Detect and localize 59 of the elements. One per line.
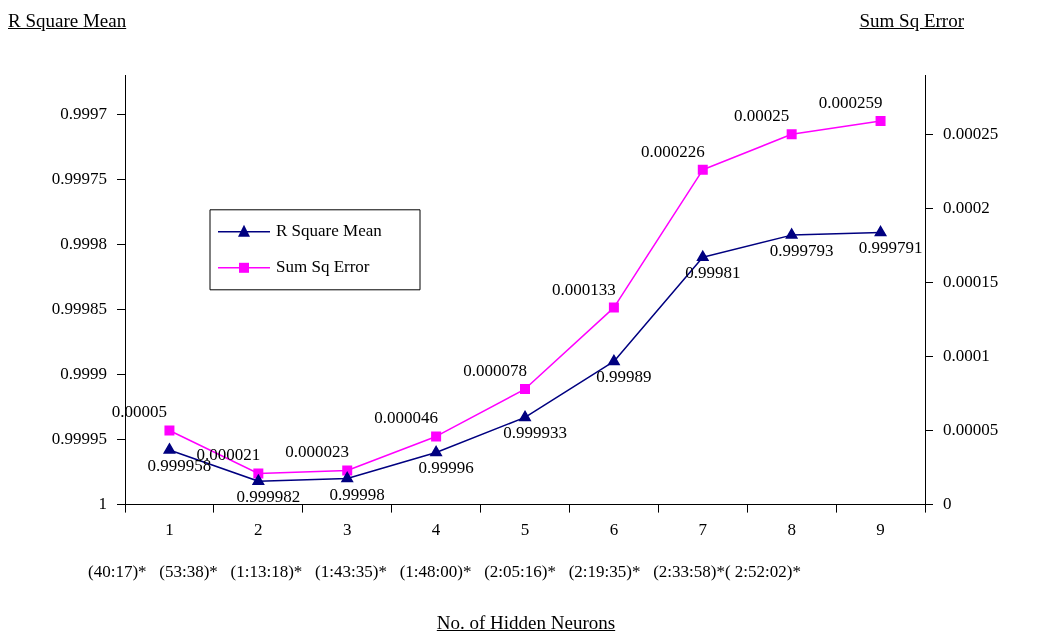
point	[252, 474, 265, 485]
x-tick-label: 6	[609, 520, 619, 540]
point	[430, 445, 443, 457]
point	[786, 129, 797, 140]
point	[164, 425, 175, 436]
point	[785, 228, 798, 239]
y2-axis-title: Sum Sq Error	[859, 10, 964, 32]
data-label: 0.000078	[463, 361, 527, 381]
x-tick-label: 1	[165, 520, 174, 540]
y2-tick-label: 0.00005	[943, 420, 999, 439]
y-tick-label: 0.99995	[51, 428, 107, 448]
y2-tick-label: 0	[943, 494, 952, 514]
point	[607, 354, 620, 366]
data-label: 0.99996	[418, 458, 474, 478]
point	[163, 443, 176, 454]
data-label: 0.999791	[858, 238, 923, 258]
data-label: 0.000133	[552, 279, 616, 299]
y-tick-label: 1	[98, 494, 107, 514]
y-tick-label: 0.9997	[60, 103, 108, 123]
point	[875, 115, 886, 126]
x-axis-title: No. of Hidden Neurons	[435, 612, 617, 634]
y2-tick-label: 0.00015	[943, 271, 999, 291]
y-tick-label: 0.9999	[60, 363, 107, 383]
data-label: 0.000226	[640, 141, 705, 161]
y2-tick-label: 0.0001	[943, 345, 990, 365]
y2-tick-label: 0.00025	[943, 123, 999, 143]
point	[696, 250, 709, 262]
data-label: 0.999933	[503, 423, 567, 443]
data-label: 0.99998	[329, 484, 385, 504]
point	[874, 225, 887, 237]
data-label: 0.99989	[596, 367, 652, 387]
x-tick-label: 5	[520, 520, 530, 540]
point	[697, 164, 708, 175]
legend-label: R Square Mean	[276, 221, 383, 241]
x-tick-label: 4	[431, 520, 441, 540]
y-axis-title: R Square Mean	[8, 10, 127, 32]
x-tick-label: 8	[787, 520, 796, 540]
data-label: 0.999982	[236, 487, 301, 507]
x-tick-label: 7	[698, 520, 708, 540]
data-label: 0.000259	[818, 92, 883, 112]
point	[341, 471, 354, 483]
data-label: 0.99981	[685, 263, 741, 283]
x-tick-label: 3	[342, 520, 352, 540]
y2-tick-label: 0.0002	[943, 197, 990, 217]
text: (40:17)* (53:38)* (1:13:18)* (1:43:35)* (1:48:00)* (2:05:16)* (2:19:35)* (2:33:58)*( 2:52:02)*	[88, 562, 801, 582]
data-label: 0.999793	[769, 241, 834, 261]
data-label: 0.000023	[285, 442, 350, 462]
x-tick-label: 2	[254, 520, 263, 540]
y-tick-label: 0.99985	[51, 298, 107, 318]
legend-label: Sum Sq Error	[276, 257, 370, 277]
point	[608, 302, 619, 313]
data-label: 0.00025	[734, 106, 790, 126]
y-tick-label: 0.9998	[60, 233, 107, 253]
y-tick-label: 0.99975	[51, 168, 107, 188]
point	[519, 410, 531, 422]
x-tick-label: 9	[876, 520, 885, 540]
point	[520, 384, 530, 395]
point	[431, 431, 442, 442]
data-label: 0.000046	[374, 408, 438, 428]
